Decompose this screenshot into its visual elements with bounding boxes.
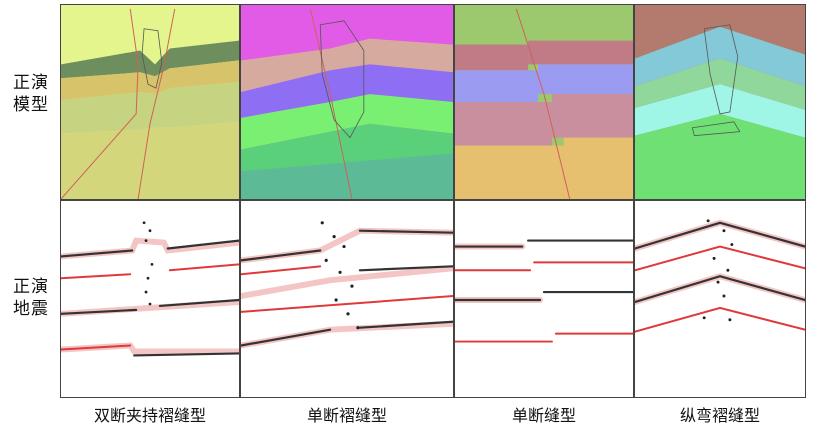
caption-col-1: 双断夹持褶缝型 bbox=[93, 406, 206, 425]
caption-col-2: 单断褶缝型 bbox=[306, 406, 387, 425]
row-label-seismic: 正演 地震 bbox=[8, 276, 54, 320]
row-label-model-line2: 模型 bbox=[13, 95, 49, 115]
model-svg-2 bbox=[241, 5, 453, 199]
seismic-svg-3 bbox=[455, 239, 633, 343]
model-panel-2 bbox=[240, 4, 454, 200]
caption-col-3: 单断缝型 bbox=[511, 406, 576, 425]
row-label-seismic-line2: 地震 bbox=[13, 299, 49, 319]
seismic-svg-2 bbox=[241, 221, 453, 349]
caption-col-4: 纵弯褶缝型 bbox=[679, 406, 760, 425]
seismic-panel-1 bbox=[60, 200, 240, 398]
row-label-seismic-line1: 正演 bbox=[13, 277, 49, 297]
model-svg-1 bbox=[61, 5, 239, 199]
seismic-svg-1 bbox=[61, 221, 239, 357]
model-panel-1 bbox=[60, 4, 240, 200]
seismic-panel-2 bbox=[240, 200, 454, 398]
model-svg-4 bbox=[635, 5, 805, 199]
seismic-panel-3 bbox=[454, 200, 634, 398]
model-panel-3 bbox=[454, 4, 634, 200]
seismic-panel-4 bbox=[634, 200, 806, 398]
model-svg-3 bbox=[455, 5, 633, 199]
row-label-model-line1: 正演 bbox=[13, 73, 49, 93]
row-label-model: 正演 模型 bbox=[8, 72, 54, 116]
seismic-svg-4 bbox=[635, 219, 805, 333]
model-panel-4 bbox=[634, 4, 806, 200]
